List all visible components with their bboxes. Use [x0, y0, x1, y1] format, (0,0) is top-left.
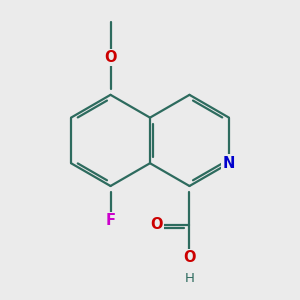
Text: O: O [104, 50, 117, 65]
Text: H: H [184, 272, 194, 285]
Text: O: O [183, 250, 196, 265]
Text: O: O [150, 217, 163, 232]
Text: N: N [223, 156, 235, 171]
Text: F: F [106, 213, 116, 228]
